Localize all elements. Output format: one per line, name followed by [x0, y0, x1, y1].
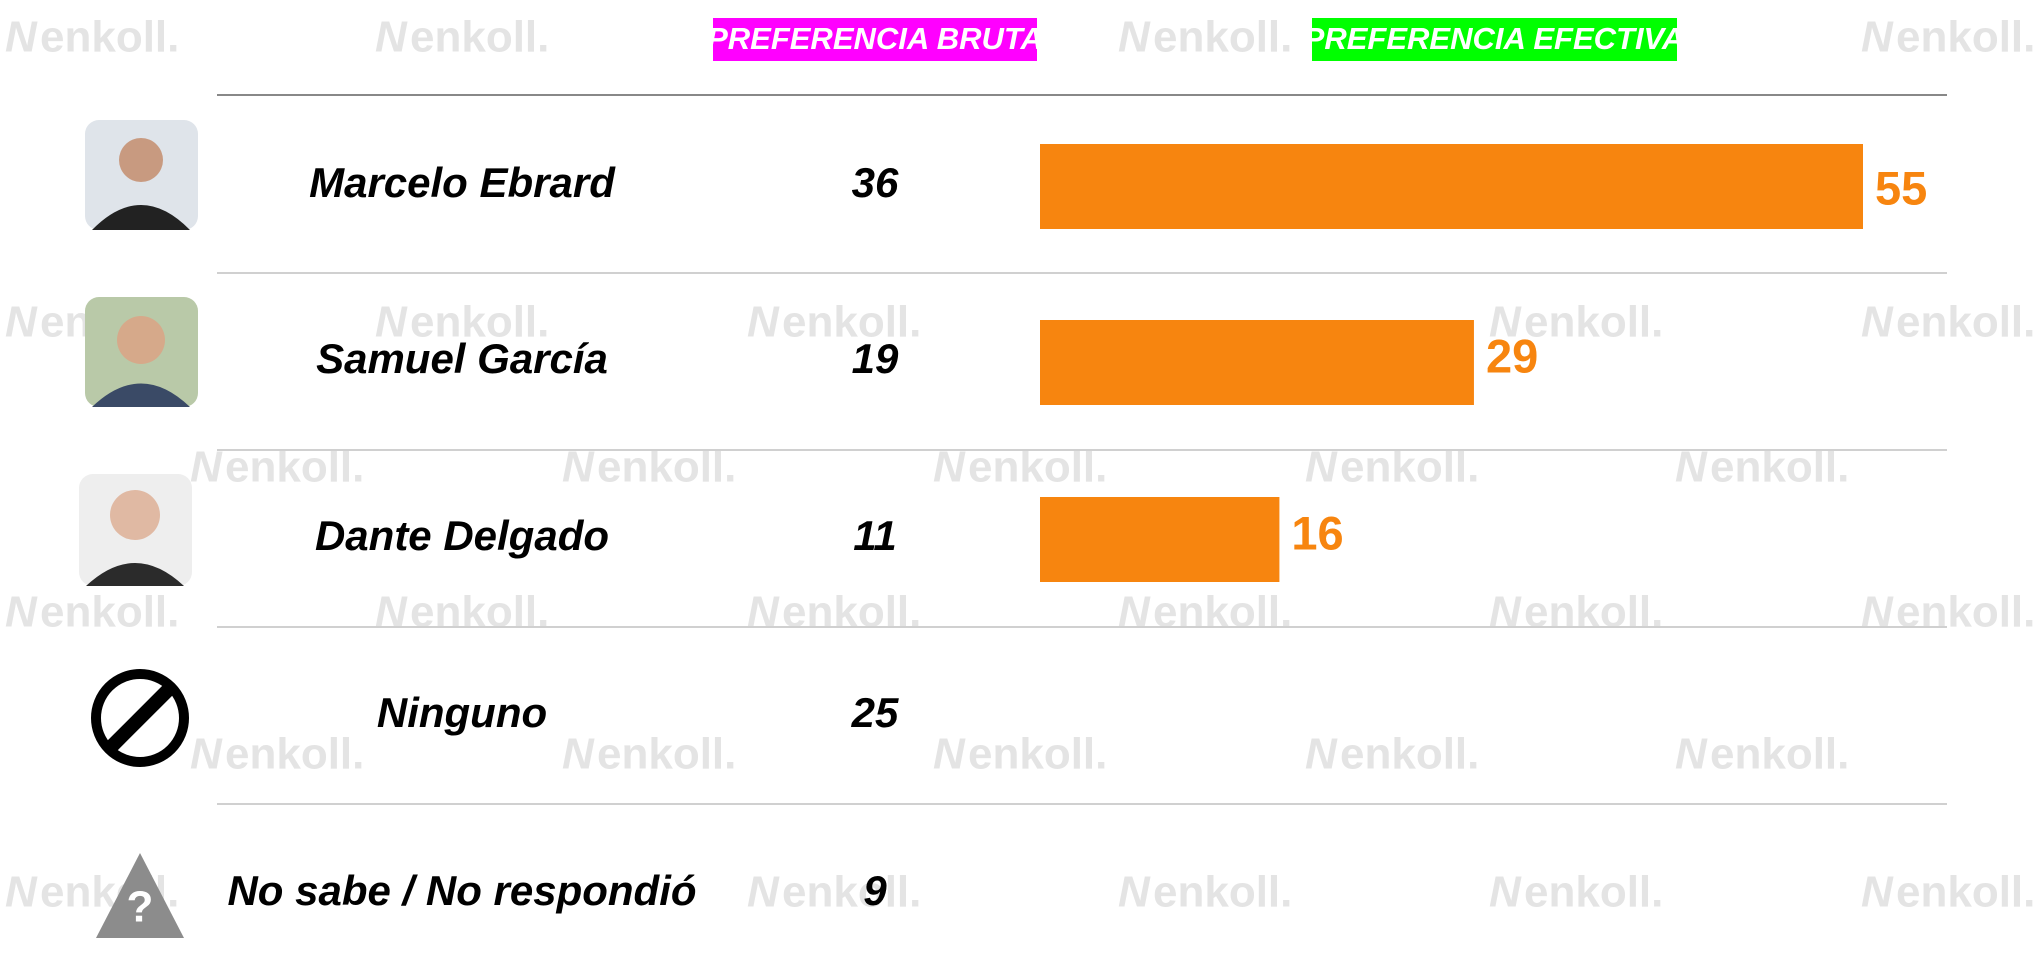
watermark: enkoll. [1153, 868, 1292, 917]
watermark: enkoll. [410, 588, 549, 637]
photo-icon [85, 120, 198, 230]
value-label: 29 [1486, 329, 1538, 382]
watermark-mark: N [1305, 730, 1338, 779]
value-label: 16 [1291, 506, 1343, 559]
bar [1040, 320, 1474, 405]
watermark-mark: N [1118, 588, 1151, 637]
watermark: enkoll. [40, 13, 179, 62]
watermark-mark: N [1675, 730, 1708, 779]
raw-value: 36 [852, 159, 899, 206]
candidate-name: No sabe / No respondió [227, 867, 696, 914]
watermark: enkoll. [1524, 298, 1663, 347]
watermark-mark: N [747, 588, 780, 637]
bar [1040, 144, 1863, 229]
watermark: enkoll. [1153, 13, 1292, 62]
raw-value: 25 [851, 689, 899, 736]
watermark-mark: N [1489, 868, 1522, 917]
watermark: enkoll. [1153, 588, 1292, 637]
watermark-mark: N [5, 298, 38, 347]
watermark-mark: N [375, 13, 408, 62]
photo-icon [79, 474, 192, 586]
watermark: enkoll. [1524, 868, 1663, 917]
watermark: enkoll. [1524, 588, 1663, 637]
watermark: enkoll. [40, 588, 179, 637]
watermark: enkoll. [1710, 730, 1849, 779]
watermark-mark: N [5, 868, 38, 917]
value-label: 55 [1875, 161, 1927, 214]
watermark-mark: N [1861, 588, 1894, 637]
watermark: enkoll. [1896, 868, 2035, 917]
watermark: enkoll. [782, 868, 921, 917]
watermark: enkoll. [1896, 588, 2035, 637]
candidate-name: Ninguno [377, 689, 547, 736]
candidate-name: Samuel García [316, 335, 608, 382]
icons: ? [79, 120, 198, 938]
watermark: enkoll. [968, 730, 1107, 779]
candidate-name: Dante Delgado [315, 512, 609, 559]
candidate-name: Marcelo Ebrard [309, 159, 616, 206]
none-icon [96, 674, 184, 762]
watermark-mark: N [747, 298, 780, 347]
header: PREFERENCIA BRUTA [707, 21, 1043, 56]
watermark: enkoll. [225, 730, 364, 779]
watermark-mark: N [1861, 13, 1894, 62]
rows: Marcelo Ebrard 36 55 Samuel García 19 29 Dante… [217, 144, 1947, 914]
watermark-mark: N [747, 868, 780, 917]
watermark-mark: N [1489, 588, 1522, 637]
raw-value: 9 [863, 867, 887, 914]
watermark-mark: N [190, 730, 223, 779]
watermark-mark: N [1118, 13, 1151, 62]
watermark: enkoll. [1340, 730, 1479, 779]
watermark-mark: N [5, 13, 38, 62]
watermark-mark: N [562, 730, 595, 779]
bar [1040, 497, 1279, 582]
watermark: enkoll. [410, 13, 549, 62]
watermark: enkoll. [597, 730, 736, 779]
watermark: enkoll. [1896, 13, 2035, 62]
header: PREFERENCIA EFECTIVA [1304, 21, 1685, 56]
photo-icon [85, 297, 198, 407]
watermark: enkoll. [782, 588, 921, 637]
raw-value: 11 [853, 512, 897, 559]
raw-value: 19 [852, 335, 899, 382]
watermark: enkoll. [1896, 298, 2035, 347]
watermark-mark: N [375, 588, 408, 637]
watermark-mark: N [1118, 868, 1151, 917]
svg-text:?: ? [127, 883, 154, 932]
watermark-mark: N [1861, 298, 1894, 347]
watermark-mark: N [5, 588, 38, 637]
watermark-mark: N [933, 730, 966, 779]
watermark-mark: N [1861, 868, 1894, 917]
chart: Nenkoll.Nenkoll.Nenkoll.Nenkoll.Nenkoll.… [0, 0, 2041, 977]
